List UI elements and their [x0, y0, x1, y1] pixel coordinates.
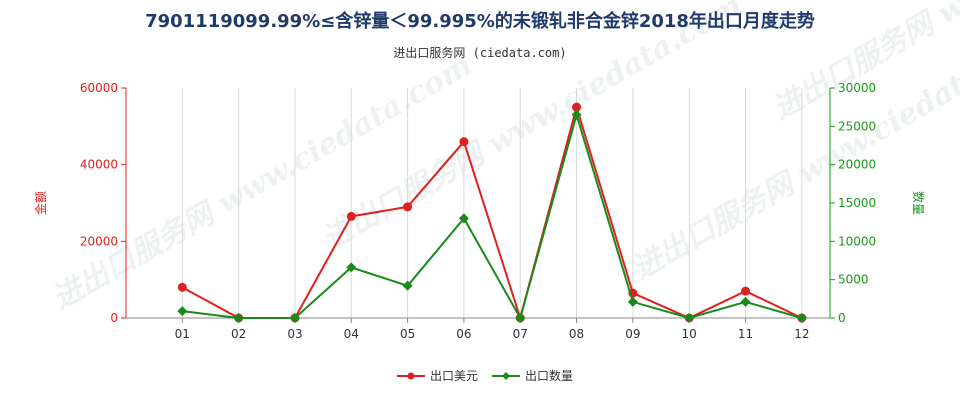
data-point	[571, 109, 582, 120]
left-tick-label: 0	[110, 311, 118, 325]
series-line	[182, 111, 803, 321]
grid	[181, 88, 803, 318]
left-axis-title: 金额	[33, 191, 48, 215]
x-tick-label: 02	[231, 327, 246, 341]
x-tick-label: 06	[456, 327, 471, 341]
data-point	[346, 211, 356, 221]
left-tick-label: 40000	[80, 158, 118, 172]
data-point	[572, 102, 582, 112]
data-point	[233, 313, 244, 323]
series-2	[177, 109, 807, 323]
data-point	[289, 313, 300, 323]
right-tick-label: 25000	[838, 119, 876, 133]
right-tick-label: 5000	[838, 273, 869, 287]
data-point	[403, 202, 413, 212]
x-tick-label: 03	[287, 327, 302, 341]
legend-label: 出口数量	[525, 368, 573, 383]
legend: 出口美元 出口数量	[397, 368, 573, 383]
right-axis-title: 数量	[911, 191, 926, 215]
data-point	[741, 286, 751, 296]
data-point	[459, 137, 469, 147]
data-point	[515, 313, 526, 323]
x-tick-label: 08	[569, 327, 584, 341]
legend-marker	[502, 372, 510, 380]
series-layer	[177, 102, 807, 323]
data-point	[177, 282, 187, 292]
x-tick-label: 09	[625, 327, 640, 341]
x-tick-label: 04	[344, 327, 359, 341]
x-tick-label: 05	[400, 327, 415, 341]
right-tick-label: 30000	[838, 81, 876, 95]
right-tick-label: 15000	[838, 196, 876, 210]
x-tick-label: 12	[794, 327, 809, 341]
data-point	[402, 280, 413, 291]
legend-label: 出口美元	[430, 369, 478, 383]
left-tick-label: 20000	[80, 234, 118, 248]
x-tick-label: 01	[175, 327, 190, 341]
chart-subtitle: 进出口服务网 (ciedata.com)	[393, 45, 566, 60]
right-tick-label: 20000	[838, 158, 876, 172]
data-point	[684, 313, 695, 323]
data-point	[177, 306, 188, 317]
right-tick-label: 0	[838, 311, 846, 325]
data-point	[796, 313, 807, 323]
data-point	[740, 296, 751, 307]
data-point	[346, 262, 357, 273]
chart-title: 7901119099.99%≤含锌量＜99.995%的未锻轧非合金锌2018年出…	[145, 10, 815, 32]
legend-marker	[407, 372, 415, 380]
right-tick-label: 10000	[838, 234, 876, 248]
left-tick-label: 60000	[80, 81, 118, 95]
x-tick-label: 10	[682, 327, 697, 341]
data-point	[627, 296, 638, 307]
x-tick-label: 11	[738, 327, 753, 341]
data-point	[458, 213, 469, 224]
x-tick-label: 07	[513, 327, 528, 341]
